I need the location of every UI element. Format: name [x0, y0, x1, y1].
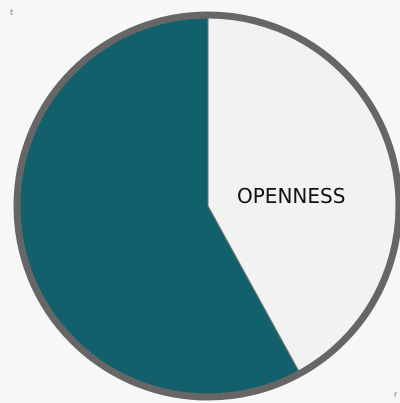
- slice-label: OPENNESS: [237, 184, 346, 208]
- pie-border: [13, 11, 400, 401]
- corner-mark: r: [394, 390, 398, 399]
- corner-mark: t: [10, 8, 14, 17]
